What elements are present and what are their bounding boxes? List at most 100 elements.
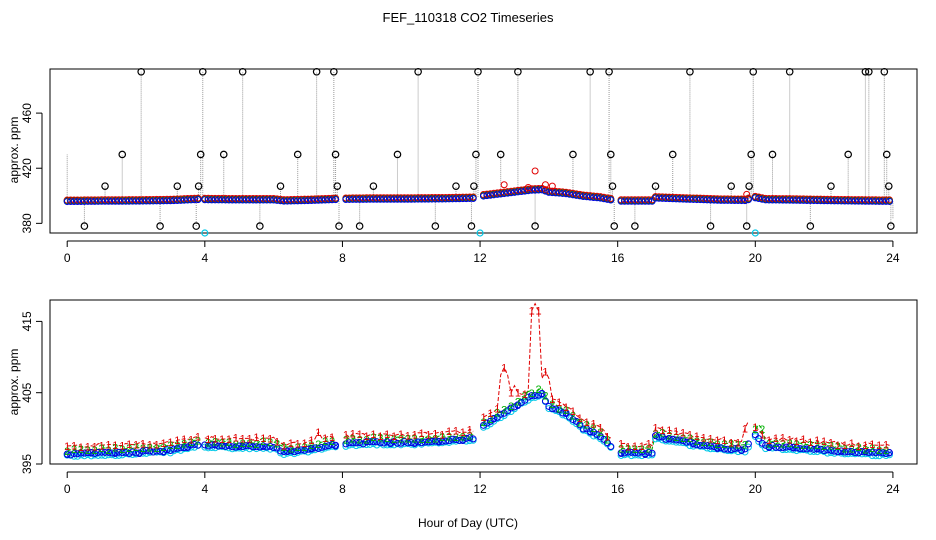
blue-point: [273, 196, 281, 204]
green-marker-2: 2: [604, 435, 610, 447]
red-marker-1: 1: [357, 429, 363, 441]
blue-circle-point: [307, 444, 315, 452]
cyan-point: [751, 229, 759, 237]
blue-marker-3: 3: [308, 443, 314, 455]
red-marker-1: 1: [876, 440, 882, 452]
blue-circle-point: [111, 449, 119, 457]
blue-marker-3: 3: [236, 441, 242, 453]
green-marker-2: 2: [632, 444, 638, 456]
black-spike-point: [610, 222, 619, 230]
blue-marker-3: 3: [64, 449, 70, 461]
red-marker-1: 1: [666, 425, 672, 437]
blue-circle-point: [734, 444, 742, 452]
y-tick-label: 415: [20, 311, 34, 331]
blue-marker-3: 3: [738, 445, 744, 457]
blue-circle-point: [751, 431, 759, 439]
x-tick-label: 4: [201, 482, 208, 496]
green-marker-2: 2: [343, 435, 349, 447]
blue-circle-point: [321, 442, 329, 450]
blue-point: [101, 197, 109, 205]
blue-point: [232, 196, 240, 204]
black-spike-point: [194, 182, 203, 190]
blue-point: [713, 196, 721, 204]
black-spike-point: [586, 67, 594, 76]
blue-point: [194, 196, 202, 204]
black-spike-point: [196, 150, 205, 159]
blue-circle-point: [885, 449, 893, 457]
red-outlier-point: [743, 190, 751, 198]
blue-point: [720, 196, 728, 204]
blue-point: [280, 197, 288, 205]
blue-circle-point: [204, 442, 212, 450]
green-marker-2: 2: [494, 407, 500, 419]
black-spike-point: [156, 222, 164, 230]
blue-point: [80, 197, 88, 205]
green-marker-2: 2: [794, 439, 800, 451]
cyan-circle-point: [345, 441, 353, 449]
blue-circle-point: [865, 449, 873, 457]
red-marker-1: 1: [288, 438, 294, 450]
red-marker-1: 1: [694, 431, 700, 443]
green-marker-2: 2: [226, 437, 232, 449]
red-marker-1: 1: [246, 433, 252, 445]
blue-circle-point: [270, 444, 278, 452]
blue-circle-point: [407, 439, 415, 447]
green-marker-2: 2: [274, 439, 280, 451]
blue-circle-point: [638, 448, 646, 456]
green-marker-2: 2: [453, 432, 459, 444]
green-marker-2: 2: [174, 440, 180, 452]
red-marker-1: 1: [308, 435, 314, 447]
cyan-circle-point: [762, 445, 770, 453]
black-spike-point: [312, 67, 321, 76]
blue-circle-point: [538, 389, 546, 397]
green-marker-2: 2: [181, 438, 187, 450]
green-marker-2: 2: [167, 440, 173, 452]
green-marker-2: 2: [487, 414, 493, 426]
cyan-circle-point: [596, 435, 604, 443]
blue-circle-point: [363, 438, 371, 446]
blue-circle-point: [80, 449, 88, 457]
blue-point: [421, 195, 429, 203]
blue-point: [383, 195, 391, 203]
blue-point: [837, 197, 845, 205]
blue-circle-point: [462, 434, 470, 442]
blue-circle-point: [191, 440, 198, 448]
blue-circle-point: [314, 444, 322, 452]
blue-point: [108, 197, 116, 205]
red-marker-1: 1: [800, 434, 806, 446]
blue-point: [135, 197, 143, 205]
cyan-circle-point: [383, 441, 391, 449]
green-marker-2: 2: [140, 443, 146, 455]
red-marker-1: 1: [439, 429, 445, 441]
red-marker-1: 1: [646, 439, 652, 451]
blue-point: [803, 196, 811, 204]
blue-circle-point: [146, 447, 154, 455]
red-marker-1: 1: [584, 417, 590, 429]
blue-circle-point: [177, 444, 185, 452]
bottom-plot-frame: [49, 299, 918, 465]
blue-circle-point: [393, 439, 401, 447]
blue-point: [686, 195, 694, 203]
green-marker-2: 2: [773, 438, 779, 450]
blue-point: [369, 195, 377, 203]
blue-circle-point: [366, 438, 374, 446]
green-marker-2: 2: [188, 437, 194, 449]
red-marker-1: 1: [529, 306, 535, 318]
blue-point: [734, 197, 742, 205]
green-marker-2: 2: [721, 439, 727, 451]
red-marker-1: 1: [133, 439, 139, 451]
black-spike-point: [333, 182, 342, 190]
red-marker-1: 1: [659, 425, 665, 437]
blue-circle-point: [135, 449, 143, 457]
red-marker-1: 1: [377, 431, 383, 443]
red-marker-1: 1: [181, 434, 187, 446]
blue-circle-point: [703, 442, 711, 450]
blue-point: [696, 196, 704, 204]
bottom-x-axis: 0 4 8 12 16 20 24: [64, 471, 900, 496]
bottom-y-axis: 395 405 415: [20, 311, 43, 474]
blue-circle-point: [676, 436, 684, 444]
blue-circle-point: [359, 440, 367, 448]
blue-circle-point: [455, 436, 463, 444]
red-marker-1: 1: [205, 434, 211, 446]
